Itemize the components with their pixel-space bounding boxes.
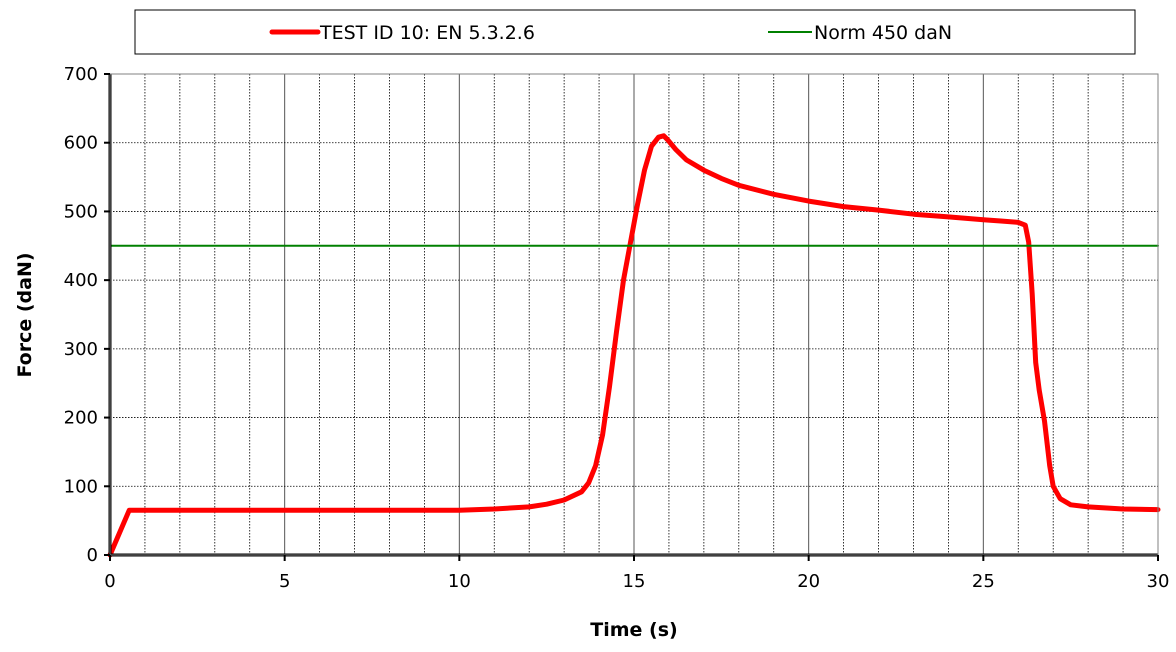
test-force-series <box>107 133 1161 558</box>
x-tick-label: 10 <box>448 571 471 592</box>
major-gridlines <box>110 73 1158 555</box>
y-tick-label: 500 <box>64 201 98 222</box>
y-tick-label: 100 <box>64 476 98 497</box>
x-tick-label: 20 <box>797 571 820 592</box>
x-axis-title: Time (s) <box>590 619 677 641</box>
x-tick-label: 0 <box>104 571 115 592</box>
y-tick-label: 0 <box>87 545 98 566</box>
legend-label-test: TEST ID 10: EN 5.3.2.6 <box>319 22 535 44</box>
y-tick-label: 400 <box>64 270 98 291</box>
x-tick-label: 5 <box>279 571 290 592</box>
legend: TEST ID 10: EN 5.3.2.6 Norm 450 daN <box>134 9 1136 55</box>
y-tick-label: 700 <box>64 64 98 85</box>
y-tick-label: 200 <box>64 408 98 429</box>
legend-label-norm: Norm 450 daN <box>814 22 952 44</box>
x-tick-label: 15 <box>623 571 646 592</box>
y-tick-label: 600 <box>64 133 98 154</box>
y-tick-label: 300 <box>64 339 98 360</box>
series-layer <box>107 133 1161 558</box>
x-tick-label: 25 <box>972 571 995 592</box>
x-tick-label: 30 <box>1147 571 1170 592</box>
y-axis-title: Force (daN) <box>14 252 36 377</box>
minor-gridlines <box>144 74 1124 555</box>
